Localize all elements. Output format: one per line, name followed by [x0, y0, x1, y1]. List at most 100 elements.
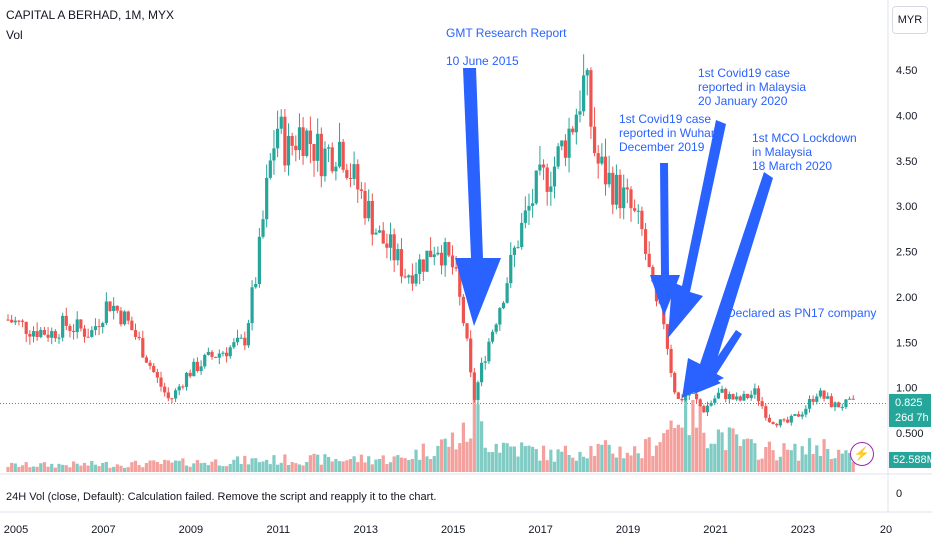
volume-bar — [155, 462, 159, 472]
volume-bar — [829, 459, 833, 472]
candle-body — [148, 362, 152, 366]
volume-bar — [133, 460, 138, 472]
volume-bar — [687, 435, 691, 472]
candle-body — [552, 166, 557, 187]
volume-bar — [501, 442, 506, 472]
candle-body — [35, 331, 39, 337]
x-tick-label: 2019 — [616, 524, 640, 536]
candle-body — [796, 414, 801, 417]
candle-body — [775, 423, 779, 426]
volume-bar — [330, 461, 334, 472]
candle-body — [330, 147, 334, 172]
volume-bar — [414, 449, 418, 472]
candle-body — [388, 234, 393, 248]
volume-bar — [57, 463, 61, 472]
candle-body — [450, 255, 455, 268]
candle-body — [844, 399, 848, 408]
candle-body — [571, 128, 575, 133]
volume-bar — [800, 446, 804, 472]
candle-body — [199, 366, 203, 372]
candle-body — [818, 390, 823, 397]
volume-bar — [523, 446, 527, 472]
volume-bar — [418, 459, 422, 472]
volume-bar — [119, 465, 123, 472]
volume-bar — [396, 455, 400, 472]
candle-body — [822, 390, 826, 399]
volume-bar — [629, 455, 633, 472]
volume-bar — [469, 438, 473, 472]
candle-body — [228, 347, 232, 357]
candle-body — [560, 140, 564, 147]
annotation-gmt-report[interactable]: GMT Research Report 10 June 2015 — [446, 26, 567, 68]
volume-bar — [662, 433, 666, 472]
volume-bar — [243, 455, 247, 472]
volume-bar — [64, 465, 68, 472]
y-tick-label: 2.50 — [896, 247, 917, 259]
volume-bar — [669, 420, 673, 472]
flash-icon[interactable]: ⚡ — [850, 442, 874, 466]
volume-bar — [633, 446, 637, 472]
candle-body — [476, 382, 480, 400]
volume-bar — [461, 422, 466, 472]
candle-body — [549, 186, 553, 192]
volume-bar — [421, 443, 425, 472]
candle-body — [232, 342, 236, 348]
volume-bar — [582, 456, 586, 472]
candle-body — [625, 187, 629, 190]
volume-bar — [527, 445, 531, 472]
volume-bar — [709, 443, 713, 472]
candle-body — [341, 141, 345, 170]
volume-bar — [17, 466, 21, 472]
candle-body — [327, 147, 331, 149]
annotation-mco-lockdown[interactable]: 1st MCO Lockdown in Malaysia 18 March 20… — [752, 131, 857, 173]
candle-body — [665, 324, 670, 349]
candle-body — [217, 353, 221, 358]
annotation-wuhan-case[interactable]: 1st Covid19 case reported in Wuhan Decem… — [619, 112, 718, 154]
candle-body — [112, 305, 116, 312]
volume-bar — [79, 465, 83, 472]
candle-body — [122, 311, 127, 325]
volume-bar — [483, 447, 487, 472]
volume-bar — [228, 463, 232, 472]
candle-body — [556, 146, 560, 167]
candle-body — [246, 323, 251, 346]
volume-bar — [738, 445, 742, 472]
candle-body — [694, 393, 699, 400]
candle-body — [363, 190, 367, 219]
candle-body — [684, 395, 688, 401]
candle-body — [104, 301, 108, 324]
volume-bar — [480, 421, 484, 472]
candle-body — [443, 242, 447, 266]
candle-body — [305, 130, 309, 156]
volume-bar — [203, 462, 207, 472]
candle-body — [596, 153, 600, 164]
candle-body — [385, 243, 389, 248]
arrow-pn17 — [694, 330, 742, 394]
candle-body — [745, 393, 750, 399]
volume-legend[interactable]: Vol — [6, 28, 23, 42]
volume-bar — [753, 443, 757, 472]
candle-body — [585, 70, 589, 76]
indicator-y-tick: 0 — [896, 488, 902, 500]
volume-bar — [232, 459, 236, 472]
candle-body — [50, 331, 54, 338]
candle-body — [505, 283, 509, 303]
candle-body — [614, 174, 619, 205]
x-tick-label: 20 — [880, 524, 892, 536]
volume-bar — [50, 463, 54, 472]
candle-body — [152, 365, 156, 373]
y-tick-label: 4.50 — [896, 65, 917, 77]
volume-bar — [399, 457, 404, 472]
candle-body — [381, 230, 385, 244]
volume-bar — [596, 443, 600, 472]
volume-bar — [334, 458, 338, 472]
annotation-malaysia-case[interactable]: 1st Covid19 case reported in Malaysia 20… — [698, 66, 807, 108]
candle-body — [735, 396, 739, 400]
symbol-title[interactable]: CAPITAL A BERHAD, 1M, MYX — [6, 8, 175, 22]
candle-body — [600, 156, 604, 164]
candle-body — [607, 172, 611, 185]
annotation-pn17[interactable]: Declared as PN17 company — [727, 306, 877, 320]
candle-body — [538, 164, 542, 171]
currency-selector[interactable]: MYR — [892, 6, 928, 34]
